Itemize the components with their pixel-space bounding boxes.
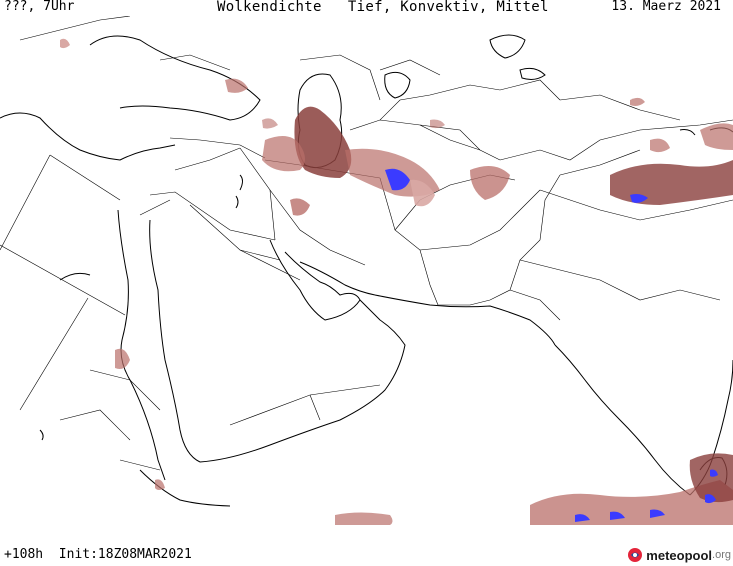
meteopool-logo[interactable]: meteopool .org (627, 545, 731, 565)
header-time-label: ???, 7Uhr (4, 0, 75, 14)
logo-suffix: .org (712, 549, 731, 561)
map-title: Wolkendichte Tief, Konvektiv, Mittel (217, 0, 549, 15)
forecast-run-label: +108h Init:18Z08MAR2021 (4, 547, 192, 562)
country-borders (0, 16, 733, 471)
cloud-density-map (0, 16, 733, 525)
coastlines (0, 34, 733, 507)
header-date-label: 13. Maerz 2021 (611, 0, 721, 14)
logo-brand: meteopool (646, 547, 713, 563)
globe-logo-icon (628, 548, 643, 562)
cloud-fields (60, 38, 733, 525)
